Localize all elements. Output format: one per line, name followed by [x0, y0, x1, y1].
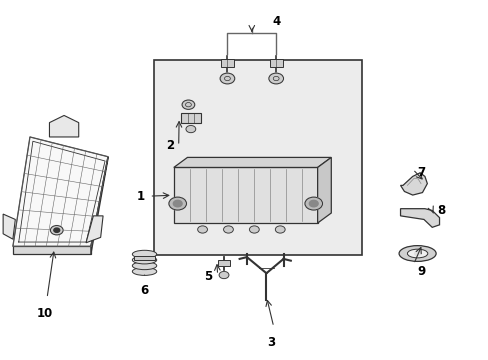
Bar [221, 59, 233, 67]
Circle shape [185, 126, 195, 133]
Text: 1: 1 [136, 190, 144, 203]
Polygon shape [173, 157, 330, 167]
Text: 4: 4 [271, 15, 280, 28]
Circle shape [223, 226, 233, 233]
Bar [218, 260, 229, 266]
Circle shape [50, 226, 63, 235]
Text: 6: 6 [140, 284, 148, 297]
Polygon shape [317, 157, 330, 223]
Polygon shape [3, 214, 15, 239]
Circle shape [249, 226, 259, 233]
Ellipse shape [132, 262, 157, 270]
Circle shape [219, 271, 228, 279]
Circle shape [305, 197, 322, 210]
Text: 3: 3 [267, 336, 275, 349]
Polygon shape [91, 157, 108, 254]
Circle shape [168, 197, 186, 210]
Bar [181, 113, 200, 123]
Bar [269, 59, 282, 67]
Circle shape [182, 100, 194, 109]
Polygon shape [400, 209, 439, 227]
Circle shape [173, 201, 182, 207]
Polygon shape [49, 116, 79, 137]
Bar [154, 60, 361, 255]
Text: 10: 10 [37, 307, 53, 320]
Text: 9: 9 [417, 265, 425, 278]
Circle shape [275, 226, 285, 233]
Circle shape [414, 251, 420, 256]
Text: 2: 2 [165, 139, 173, 152]
Ellipse shape [132, 250, 157, 258]
Circle shape [54, 228, 60, 232]
Text: 7: 7 [417, 166, 425, 179]
Bar [134, 256, 155, 260]
Ellipse shape [407, 249, 427, 258]
Circle shape [197, 226, 207, 233]
Circle shape [220, 73, 234, 84]
Polygon shape [400, 173, 427, 195]
Polygon shape [173, 167, 317, 223]
Circle shape [309, 201, 318, 207]
Polygon shape [13, 137, 108, 246]
Text: 5: 5 [204, 270, 212, 283]
Text: 8: 8 [436, 204, 445, 217]
Polygon shape [86, 216, 103, 243]
Polygon shape [13, 246, 91, 254]
Ellipse shape [132, 267, 157, 275]
Ellipse shape [132, 256, 157, 264]
Ellipse shape [398, 246, 435, 261]
Circle shape [268, 73, 283, 84]
